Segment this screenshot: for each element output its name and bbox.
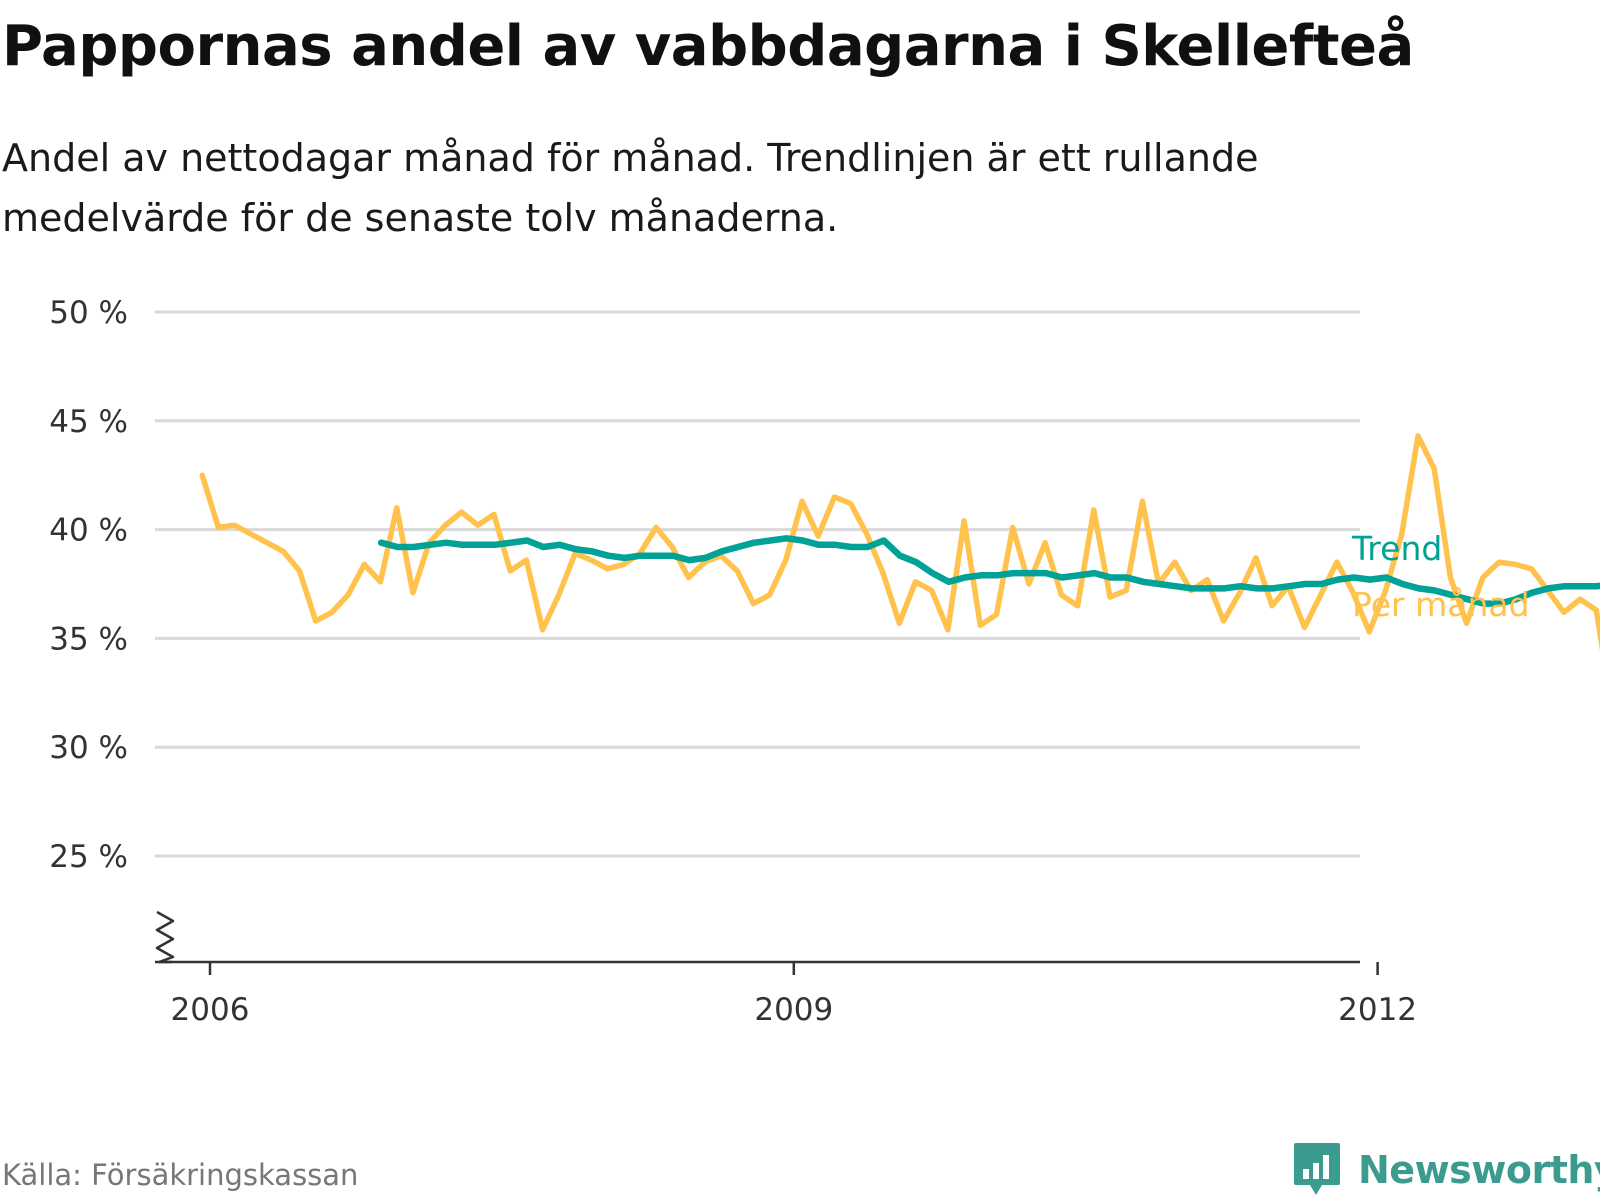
line-chart: 25 %30 %35 %40 %45 %50 % 200620092012201… xyxy=(49,295,1600,1028)
x-tick-label: 2012 xyxy=(1338,992,1417,1028)
series-label: Trend xyxy=(1351,529,1442,568)
brand-name: Newsworthy xyxy=(1358,1148,1600,1192)
grid-lines xyxy=(155,310,1360,858)
chart-subtitle: Andel av nettodagar månad för månad. Tre… xyxy=(2,136,1259,240)
series-line xyxy=(199,433,1600,652)
axis-break-icon xyxy=(155,910,175,964)
y-tick-label: 35 % xyxy=(49,621,128,657)
y-tick-label: 50 % xyxy=(49,295,128,331)
y-tick-label: 30 % xyxy=(49,730,128,766)
brand-logo: Newsworthy xyxy=(1292,1140,1600,1200)
x-tick-label: 2009 xyxy=(754,992,833,1028)
y-tick-label: 45 % xyxy=(49,404,128,440)
x-axis: 2006200920122015201820212023 xyxy=(155,910,1417,1028)
series-labels: Per månad Trend xyxy=(1351,529,1530,624)
series-label: Per månad xyxy=(1352,585,1530,624)
y-tick-label: 25 % xyxy=(49,839,128,875)
chart-title: Pappornas andel av vabbdagarna i Skellef… xyxy=(2,14,1414,79)
x-tick-label: 2006 xyxy=(171,992,250,1028)
series-line xyxy=(377,535,1600,607)
series-lines xyxy=(199,433,1600,652)
y-axis-ticks: 25 % 30 % 35 % 40 % 45 % 50 % xyxy=(49,295,128,875)
newsworthy-chart-icon xyxy=(1294,1143,1340,1195)
y-tick-label: 40 % xyxy=(49,513,128,549)
source-note: Källa: Försäkringskassan xyxy=(2,1158,359,1192)
